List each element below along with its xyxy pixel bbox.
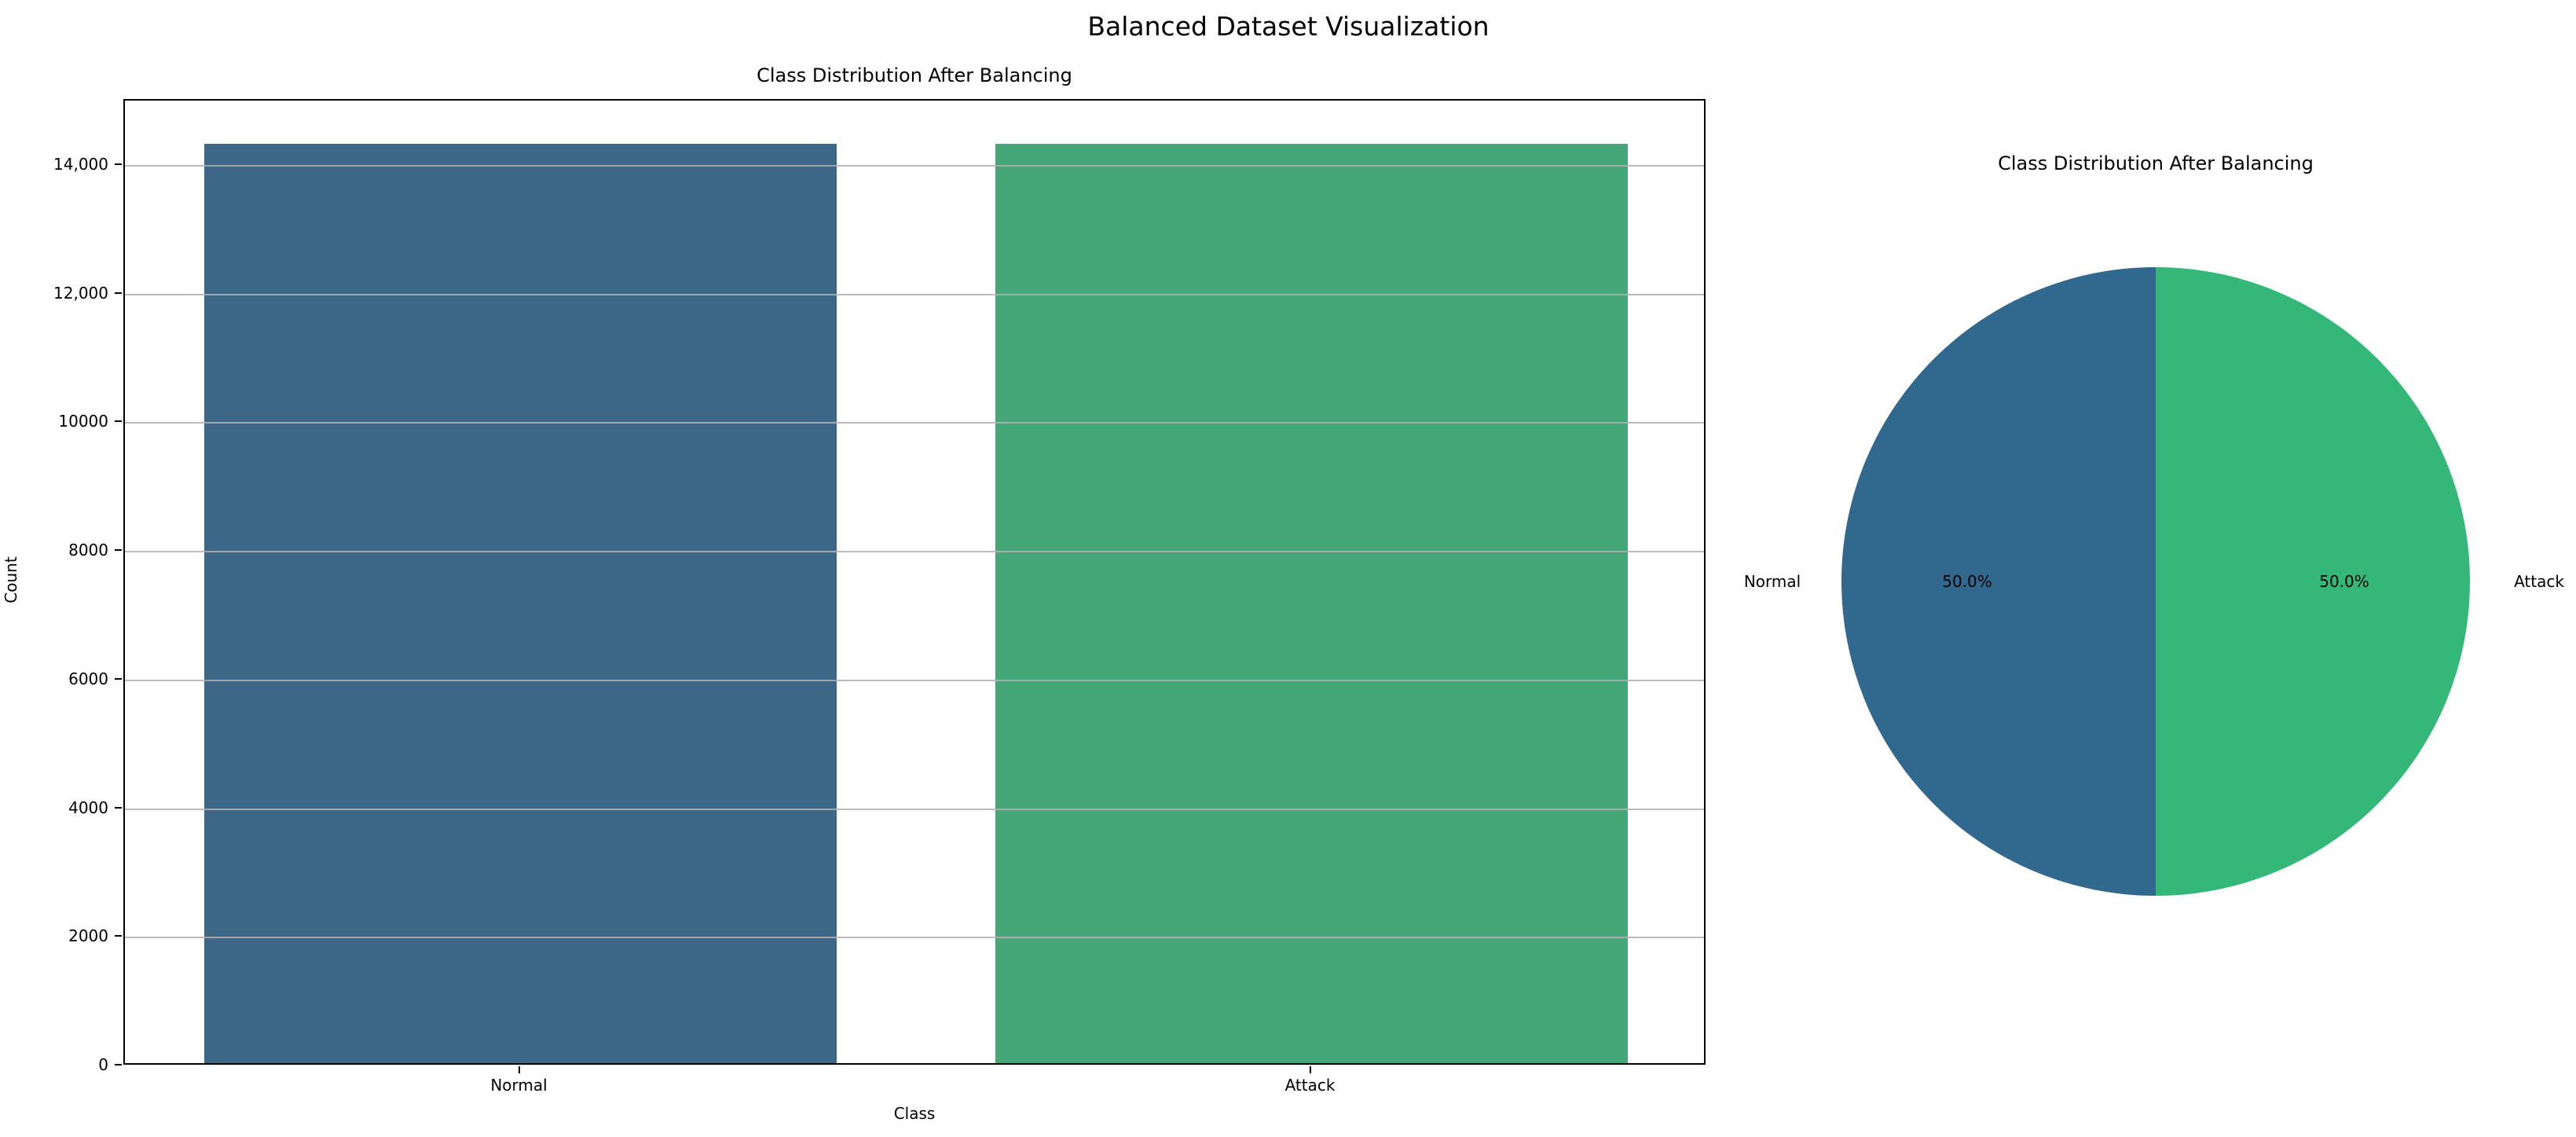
y-tick-label-14000: 14,000: [53, 155, 108, 174]
y-tick-mark: [115, 420, 122, 423]
bar-chart-x-axis-label: Class: [893, 1104, 936, 1123]
gridline-4000: [125, 808, 1704, 810]
bar-attack: [995, 143, 1629, 1063]
gridline-8000: [125, 551, 1704, 553]
x-tick-mark: [518, 1066, 520, 1073]
pie-chart-title: Class Distribution After Balancing: [1998, 152, 2314, 174]
y-tick-label-8000: 8000: [68, 541, 108, 560]
y-tick-mark: [115, 163, 122, 166]
pie-chart: [1841, 267, 2470, 896]
x-tick-label-normal: Normal: [490, 1076, 548, 1095]
y-tick-label-6000: 6000: [68, 669, 108, 688]
pie-slice-percent-attack: 50.0%: [2319, 572, 2369, 591]
gridline-6000: [125, 679, 1704, 681]
y-tick-label-0: 0: [98, 1055, 108, 1074]
bar-normal: [203, 143, 837, 1063]
x-tick-label-attack: Attack: [1284, 1076, 1336, 1095]
y-tick-label-10000: 10000: [58, 412, 108, 431]
y-tick-mark: [115, 806, 122, 809]
pie-slice-percent-normal: 50.0%: [1942, 572, 1992, 591]
y-tick-mark: [115, 292, 122, 294]
bar-chart-plot-area: [123, 99, 1706, 1065]
y-tick-label-4000: 4000: [68, 798, 108, 817]
gridline-10000: [125, 422, 1704, 424]
gridline-14000: [125, 165, 1704, 167]
pie-slice-label-normal: Normal: [1743, 572, 1801, 591]
y-tick-mark: [115, 935, 122, 937]
gridline-2000: [125, 937, 1704, 939]
figure-title: Balanced Dataset Visualization: [1087, 11, 1490, 42]
gridline-12000: [125, 293, 1704, 295]
y-tick-label-12000: 12,000: [53, 283, 108, 303]
pie-slice-label-attack: Attack: [2514, 572, 2564, 591]
y-tick-mark: [115, 1064, 122, 1065]
x-tick-mark: [1309, 1066, 1311, 1073]
bar-chart-title: Class Distribution After Balancing: [757, 64, 1072, 86]
y-tick-label-2000: 2000: [68, 926, 108, 946]
y-tick-mark: [115, 549, 122, 552]
y-tick-mark: [115, 677, 122, 680]
